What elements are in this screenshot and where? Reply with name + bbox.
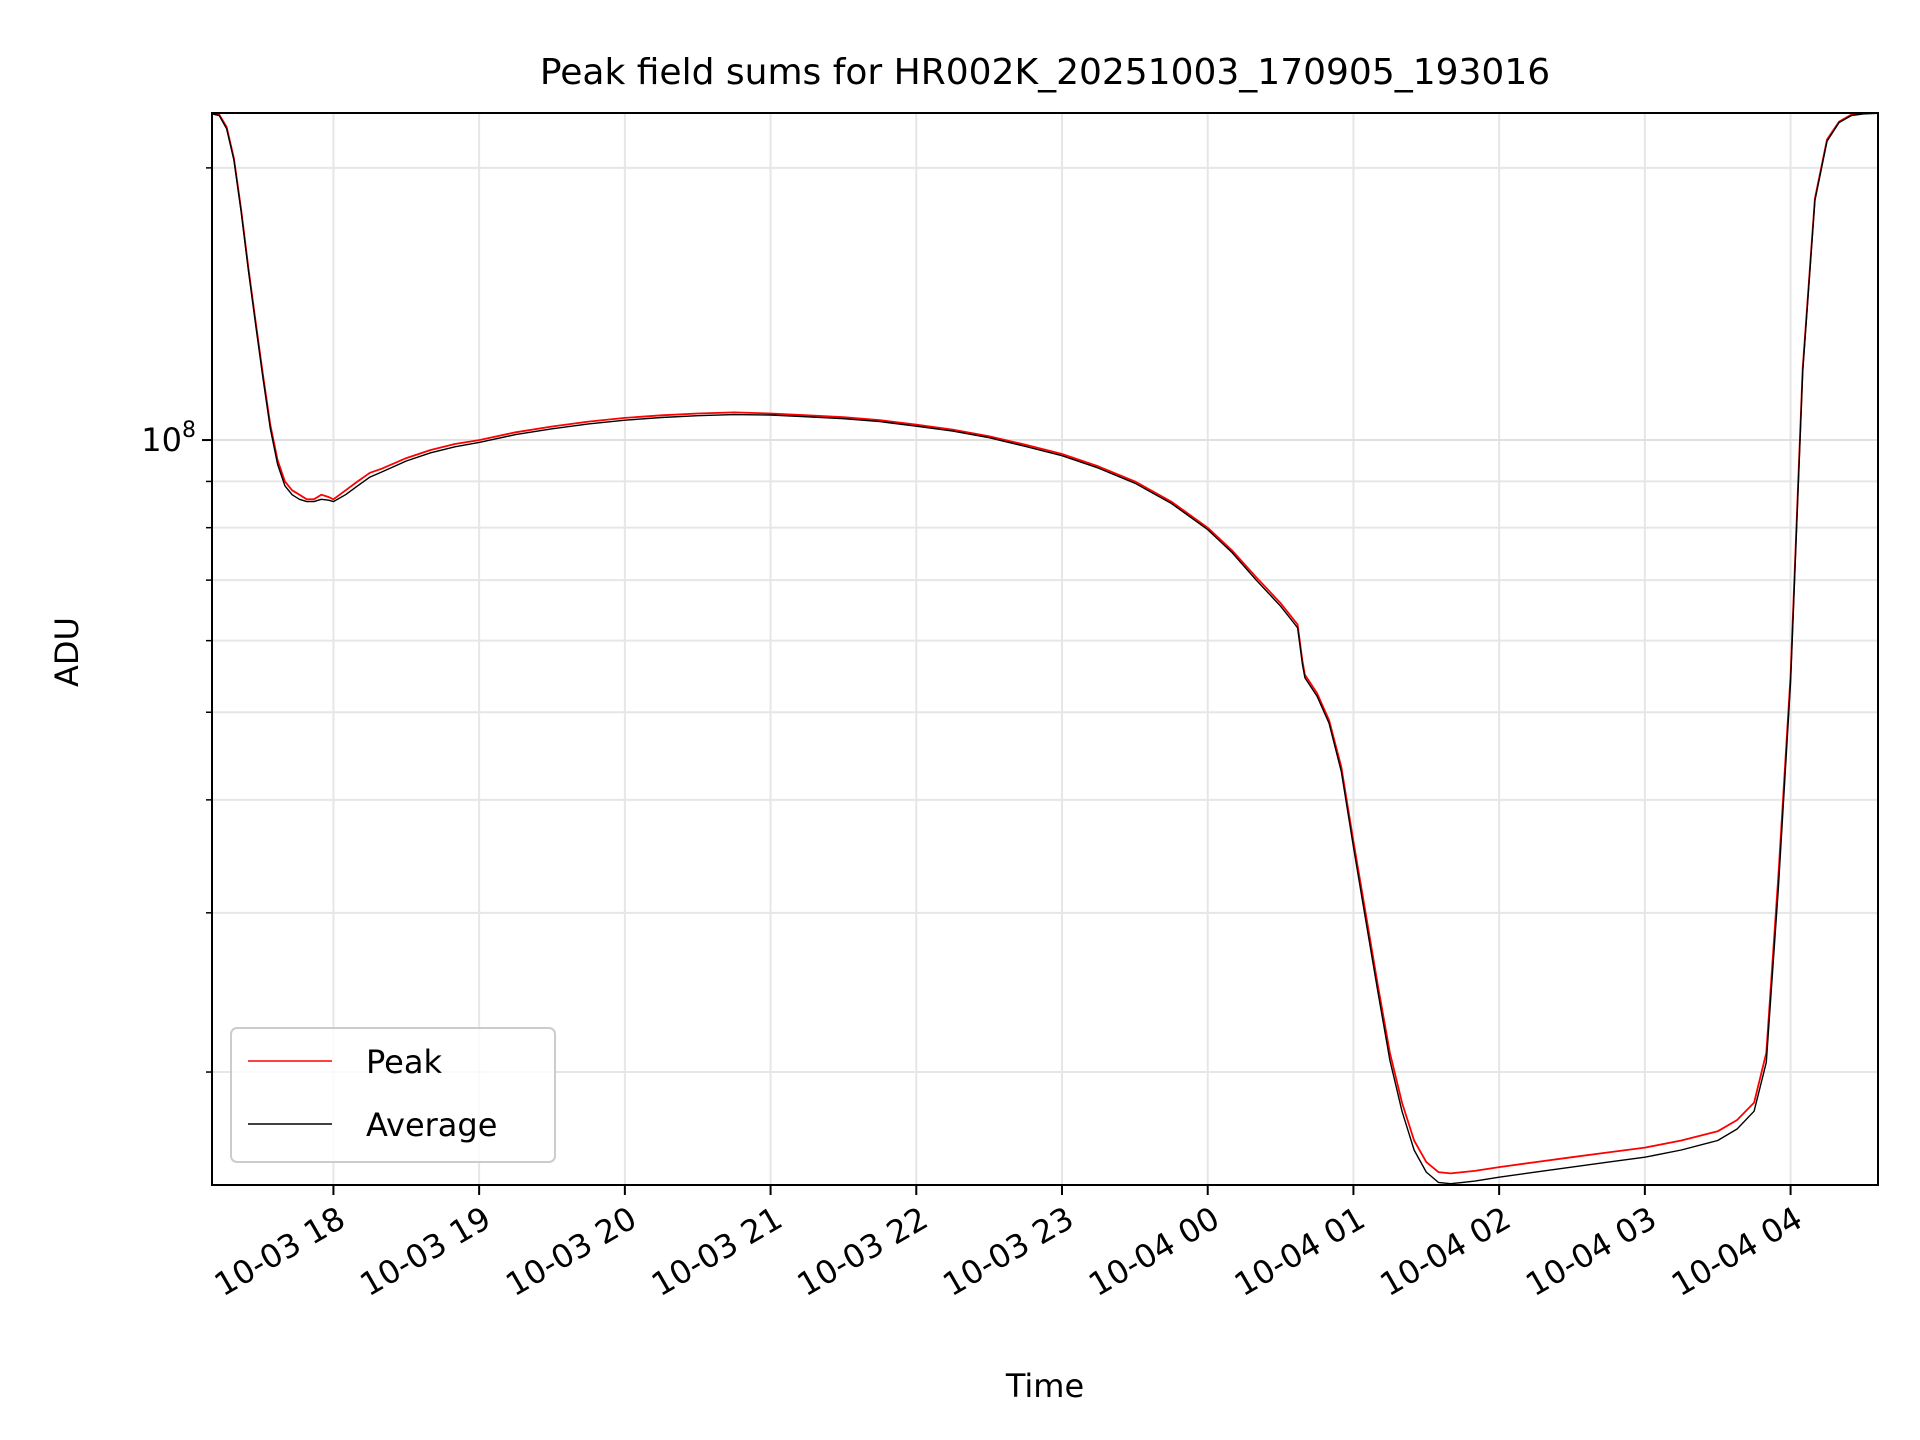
legend: Peak Average [230, 1027, 556, 1163]
y-axis-label: ADU [48, 617, 86, 687]
y-tick-label-base: 10 [141, 421, 182, 459]
series-line-average [211, 112, 1879, 1185]
x-axis-label: Time [1005, 1367, 1084, 1405]
series-line-peak [211, 112, 1878, 1175]
chart-title: Peak field sums for HR002K_20251003_1709… [540, 52, 1550, 93]
legend-peak-label: Peak [366, 1043, 442, 1081]
grid [212, 113, 1878, 1185]
legend-average-label: Average [366, 1106, 497, 1144]
plot-lines [211, 112, 1879, 1185]
y-tick-label-exponent: 8 [182, 418, 196, 443]
y-tick-label: 108 [141, 418, 196, 459]
plot-frame [211, 112, 1879, 1186]
